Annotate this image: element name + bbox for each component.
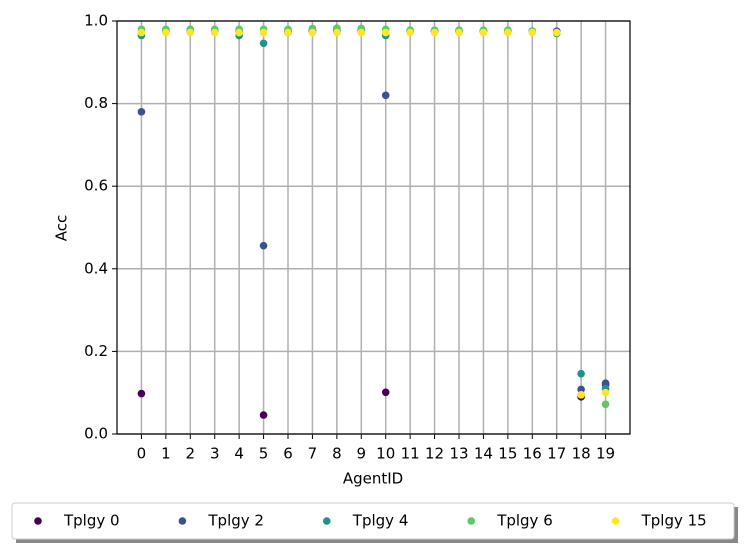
- x-tick-label: 15: [498, 445, 517, 463]
- x-tick-label: 12: [425, 445, 444, 463]
- legend-marker: [611, 517, 620, 525]
- x-axis-label: AgentID: [343, 470, 403, 488]
- point: [504, 28, 512, 37]
- legend-marker: [467, 517, 476, 525]
- point: [259, 39, 268, 48]
- legend-label: Tplgy 6: [496, 512, 553, 530]
- x-tick-label: 16: [523, 445, 542, 463]
- legend-marker: [323, 517, 331, 525]
- point: [577, 390, 585, 399]
- legend-label: Tplgy 2: [207, 512, 264, 530]
- point: [137, 28, 146, 37]
- point: [259, 411, 268, 419]
- point: [381, 388, 390, 397]
- legend-box: [11, 502, 735, 540]
- point: [455, 28, 463, 37]
- x-tick-label: 9: [357, 445, 367, 463]
- point: [162, 28, 170, 37]
- point: [308, 28, 317, 37]
- point: [235, 28, 243, 37]
- point: [284, 28, 292, 37]
- point: [601, 400, 610, 409]
- x-tick-label: 4: [234, 445, 244, 463]
- y-tick-label: 0.8: [84, 94, 108, 112]
- legend-label: Tplgy 0: [63, 512, 120, 530]
- x-tick-label: 14: [474, 445, 493, 463]
- legend-label: Tplgy 4: [352, 512, 409, 530]
- y-tick-label: 1.0: [84, 12, 108, 30]
- x-tick-label: 0: [137, 445, 147, 463]
- x-tick-label: 2: [186, 445, 196, 463]
- y-tick-label: 0.4: [84, 259, 108, 277]
- x-tick-label: 5: [259, 445, 269, 463]
- point: [577, 369, 585, 378]
- point: [259, 28, 268, 37]
- x-tick-label: 6: [283, 445, 293, 463]
- legend-label: Tplgy 15: [641, 512, 707, 530]
- point: [601, 379, 610, 388]
- point: [186, 28, 195, 37]
- y-tick-label: 0.2: [84, 342, 108, 360]
- point: [552, 28, 561, 37]
- point: [528, 28, 537, 37]
- x-tick-label: 19: [596, 445, 615, 463]
- point: [430, 28, 439, 37]
- y-axis-label: Acc: [53, 215, 71, 242]
- point: [381, 91, 390, 100]
- x-tick-label: 17: [547, 445, 566, 463]
- point: [406, 28, 414, 37]
- point: [137, 108, 146, 116]
- x-tick-label: 1: [161, 445, 171, 463]
- point: [479, 28, 488, 37]
- point: [357, 28, 366, 37]
- x-tick-label: 8: [332, 445, 342, 463]
- point: [259, 241, 268, 250]
- point: [381, 28, 390, 37]
- point: [137, 389, 146, 398]
- point: [601, 388, 610, 397]
- x-tick-label: 11: [401, 445, 420, 463]
- x-tick-label: 13: [449, 445, 468, 463]
- plot-frame: [116, 20, 631, 435]
- point: [333, 28, 341, 37]
- x-tick-label: 10: [376, 445, 395, 463]
- y-tick-label: 0.6: [84, 177, 108, 195]
- x-tick-label: 3: [210, 445, 220, 463]
- y-tick-label: 0.0: [84, 425, 108, 443]
- x-tick-label: 18: [572, 445, 591, 463]
- legend-marker: [178, 517, 187, 525]
- legend-marker: [34, 517, 42, 525]
- point: [577, 385, 585, 394]
- x-tick-label: 7: [308, 445, 318, 463]
- point: [210, 28, 219, 37]
